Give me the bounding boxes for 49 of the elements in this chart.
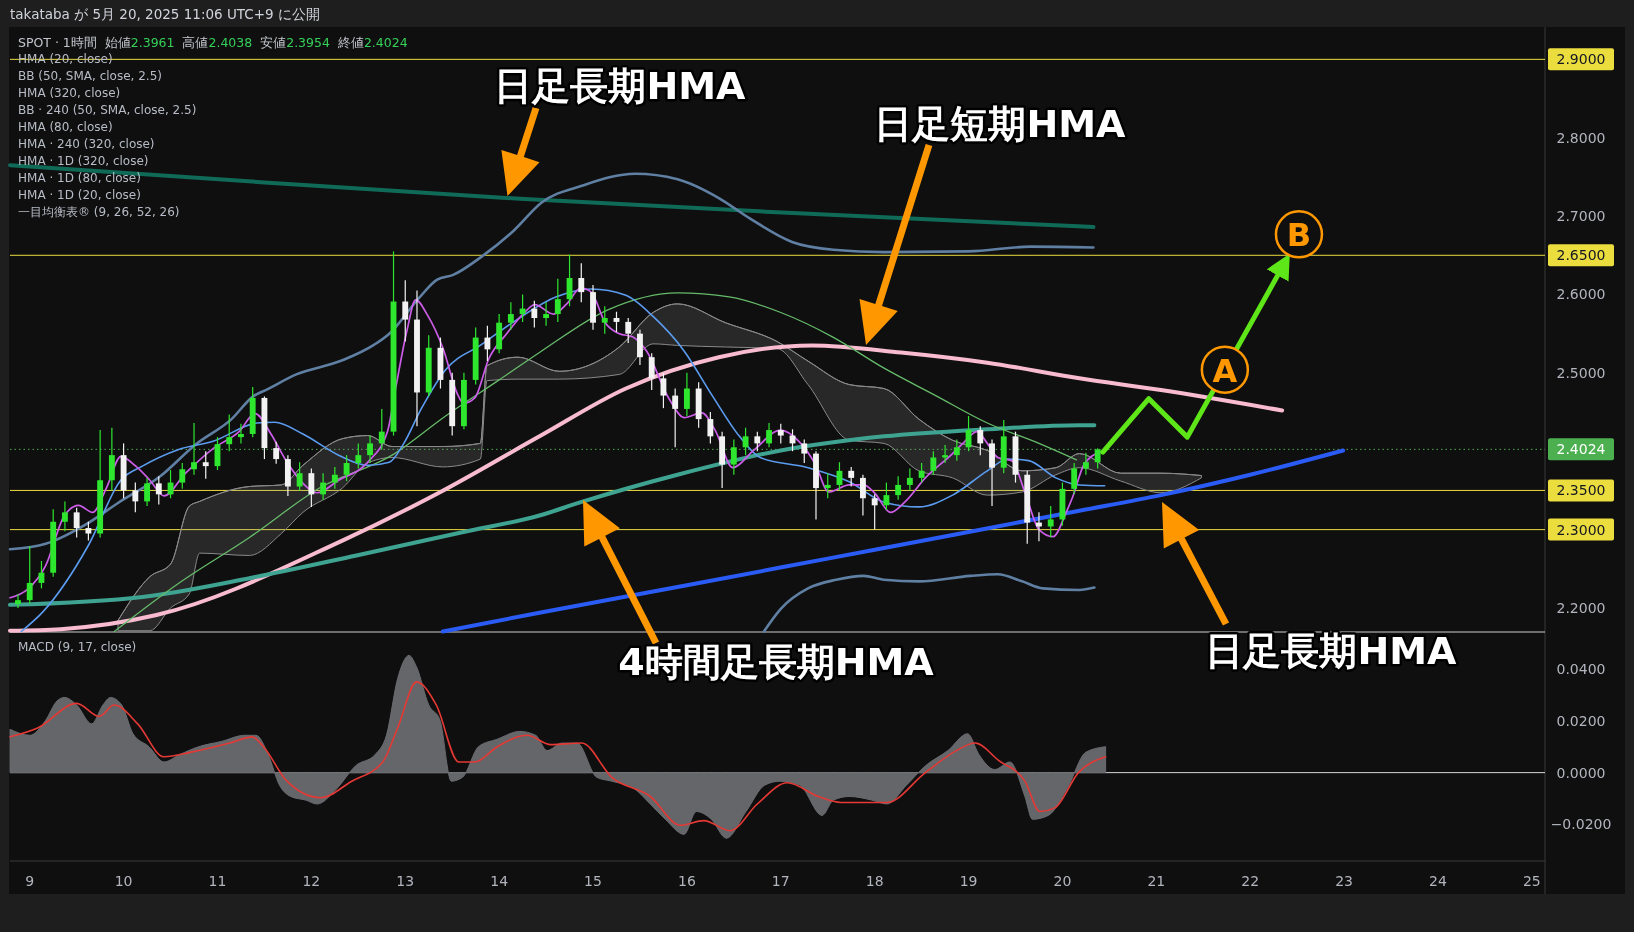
y-tick-label: 2.7000 bbox=[1556, 208, 1606, 225]
annotation: A bbox=[1212, 351, 1238, 390]
annotation: 日足短期HMA bbox=[874, 102, 1127, 146]
text: SPOT · 1時間 始値2.3961 高値2.4038 安値2.3954 終値2.4024 bbox=[18, 34, 408, 49]
annotation: HMA · 1D (320, close) bbox=[18, 153, 149, 168]
x-tick-label: 10 bbox=[114, 873, 133, 889]
ref-line-label: 2.4024 bbox=[1556, 441, 1606, 458]
x-tick-label: 11 bbox=[208, 873, 227, 889]
y-tick-label: 0.0400 bbox=[1556, 660, 1606, 677]
annotation: 4時間足長期HMA bbox=[618, 640, 935, 684]
x-tick-label: 17 bbox=[771, 873, 790, 889]
annotation: HMA (320, close) bbox=[18, 85, 121, 100]
x-tick-label: 25 bbox=[1522, 873, 1541, 889]
y-tick-label: 2.2000 bbox=[1556, 599, 1606, 616]
x-tick-label: 16 bbox=[677, 873, 696, 889]
annotation: HMA · 1D (80, close) bbox=[18, 170, 141, 185]
y-tick-label: −0.0200 bbox=[1550, 816, 1612, 833]
ref-line-label: 2.6500 bbox=[1556, 247, 1606, 264]
annotation: BB · 240 (50, SMA, close, 2.5) bbox=[18, 102, 197, 117]
annotation: 日足長期HMA bbox=[494, 64, 747, 108]
x-tick-label: 15 bbox=[584, 873, 602, 889]
x-tick-label: 20 bbox=[1053, 873, 1072, 889]
annotation: B bbox=[1286, 216, 1312, 255]
annotation: BB (50, SMA, close, 2.5) bbox=[18, 68, 162, 83]
y-tick-label: 0.0200 bbox=[1556, 712, 1606, 729]
ref-line-label: 2.9000 bbox=[1556, 51, 1606, 68]
x-tick-label: 23 bbox=[1335, 873, 1353, 889]
text: MACD (9, 17, close) bbox=[18, 640, 137, 654]
x-tick-label: 14 bbox=[490, 873, 509, 889]
ref-line-label: 2.3000 bbox=[1556, 521, 1606, 538]
annotation: 日足長期HMA bbox=[1205, 629, 1458, 673]
x-tick-label: 24 bbox=[1429, 873, 1447, 889]
x-tick-label: 12 bbox=[302, 873, 321, 889]
annotation: HMA (80, close) bbox=[18, 119, 113, 134]
ref-line-label: 2.3500 bbox=[1556, 482, 1606, 499]
chart-title: takataba が 5月 20, 2025 11:06 UTC+9 に公開 bbox=[10, 6, 320, 22]
y-tick-label: 2.8000 bbox=[1556, 129, 1606, 146]
annotation: HMA · 1D (20, close) bbox=[18, 187, 141, 202]
annotation: 一目均衡表® (9, 26, 52, 26) bbox=[18, 204, 180, 219]
y-tick-label: 2.5000 bbox=[1556, 364, 1606, 381]
x-tick-label: 21 bbox=[1147, 873, 1166, 889]
y-tick-label: 2.6000 bbox=[1556, 286, 1606, 303]
x-tick-label: 22 bbox=[1241, 873, 1260, 889]
x-tick-label: 13 bbox=[396, 873, 415, 889]
x-tick-label: 19 bbox=[959, 873, 978, 889]
x-tick-label: 9 bbox=[25, 873, 35, 889]
annotation: HMA · 240 (320, close) bbox=[18, 136, 155, 151]
x-tick-label: 18 bbox=[865, 873, 884, 889]
y-tick-label: 0.0000 bbox=[1556, 764, 1606, 781]
